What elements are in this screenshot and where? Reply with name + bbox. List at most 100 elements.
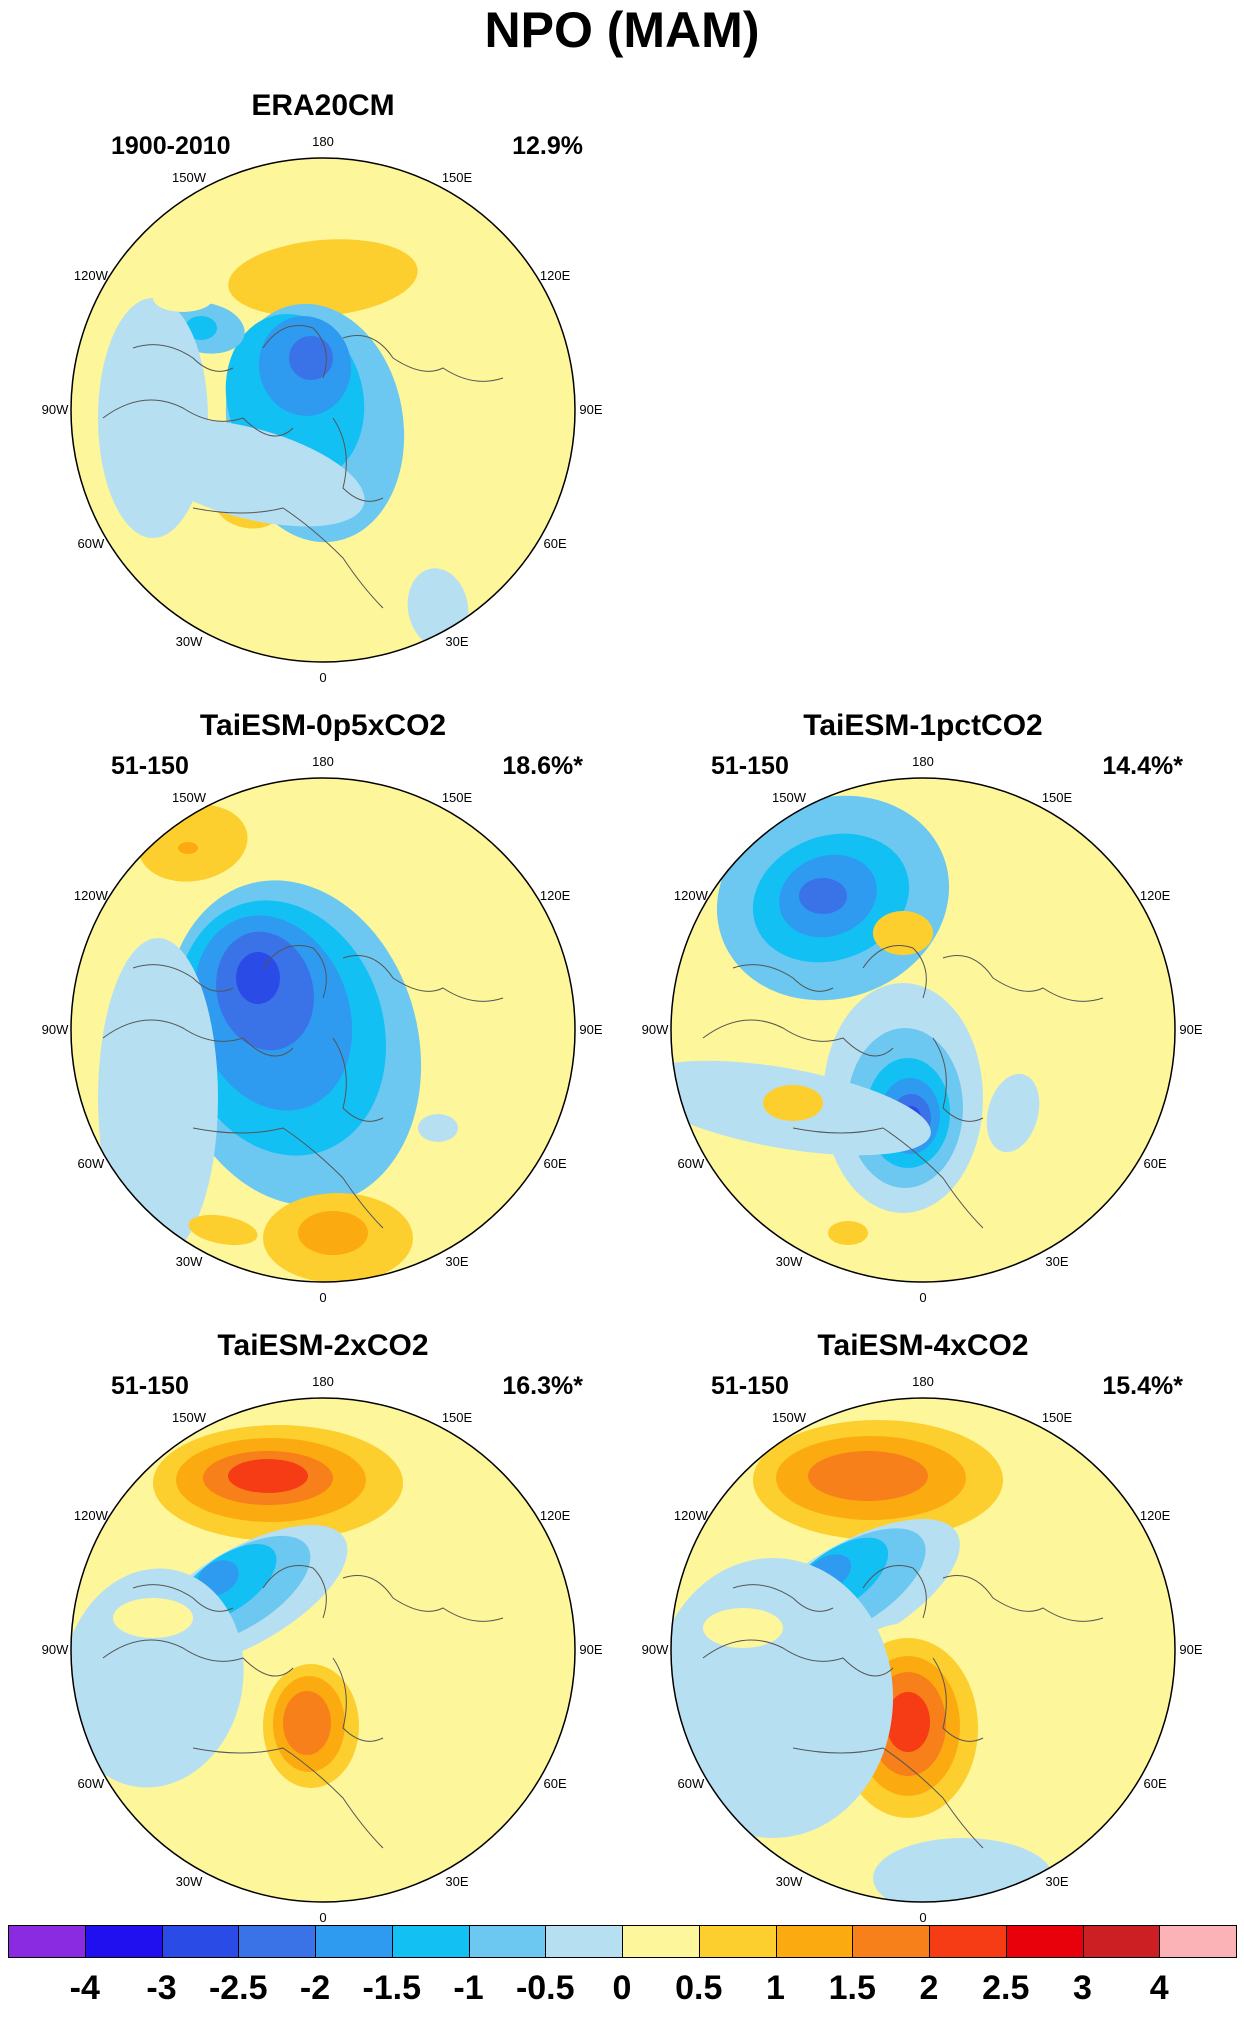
coastline [102, 399, 294, 437]
coastline [932, 1657, 984, 1742]
longitude-label: 150E [441, 789, 473, 805]
map-panel-2xco2: TaiESM-2xCO2 51-150 16.3%* 180 150E 120E 90… [42, 1328, 603, 1925]
longitude-label: 150E [441, 1409, 473, 1425]
polar-map [670, 1397, 1176, 1903]
coastline [102, 1019, 294, 1057]
period-label: 51-150 [711, 1372, 789, 1400]
coastline [132, 964, 234, 992]
colorbar-box [775, 1925, 854, 1958]
colorbar-box [468, 1925, 547, 1958]
coastline [732, 1584, 834, 1612]
longitude-label: 60W [677, 1156, 705, 1171]
colorbar-box [852, 1925, 930, 1958]
longitude-label: 120E [1139, 1508, 1171, 1523]
coastline [132, 344, 234, 372]
longitude-label: 30W [775, 1254, 803, 1270]
coastline [792, 1127, 984, 1229]
colorbar-box [161, 1925, 240, 1958]
variance-percent: 18.6%* [502, 752, 583, 780]
colorbar-tick-label: -2 [299, 1969, 331, 2007]
longitude-label: 30W [175, 634, 203, 650]
longitude-label: 90W [41, 1022, 69, 1037]
contour-region [799, 878, 847, 914]
contour-region [808, 1451, 928, 1501]
longitude-label: 90E [1179, 1022, 1203, 1037]
longitude-label: 120W [73, 888, 108, 903]
map-border [670, 1397, 1176, 1903]
coastline [342, 955, 504, 1002]
colorbar-tick-label: 3 [1073, 1969, 1092, 2007]
coastline [942, 955, 1104, 1002]
contour-region [283, 1691, 331, 1755]
map-border [70, 157, 576, 663]
contour-region [886, 1692, 930, 1752]
contour-region [71, 1568, 244, 1788]
contour-region [178, 842, 198, 854]
contour-region [236, 952, 280, 1004]
longitude-label: 0 [919, 1910, 927, 1925]
coastline [862, 1565, 927, 1619]
colorbar-box [8, 1925, 86, 1958]
map-panel-era20cm: ERA20CM 1900-2010 12.9% 180 150E 120E 90E 60… [42, 88, 603, 685]
colorbar-box [929, 1925, 1007, 1958]
colorbar-box [238, 1925, 316, 1958]
longitude-label: 180 [312, 1374, 334, 1389]
longitude-label: 120E [539, 888, 571, 903]
colorbar-tick-label: -1.5 [362, 1969, 422, 2007]
colorbar-tick-label: -3 [146, 1969, 177, 2007]
colorbar-box [698, 1925, 777, 1958]
contour-region [873, 911, 933, 955]
colorbar-tick-label: 0.5 [675, 1969, 723, 2007]
longitude-label: 90E [579, 1642, 603, 1657]
map-panel-0p5xco2: TaiESM-0p5xCO2 51-150 18.6%* 180 150E 120E… [41, 708, 603, 1305]
coastline [932, 1037, 984, 1122]
longitude-label: 120W [673, 1508, 708, 1523]
period-label: 51-150 [111, 1372, 189, 1400]
colorbar-tick-label: 1 [766, 1969, 785, 2007]
longitude-label: 60E [543, 1776, 567, 1791]
longitude-label: 60W [77, 1776, 105, 1791]
contour-region [298, 1211, 368, 1255]
map-border [70, 1397, 576, 1903]
contour-region [98, 938, 218, 1258]
colorbar-tick-label: 2 [919, 1969, 939, 2007]
polar-map [70, 777, 576, 1283]
contour-region [828, 1221, 868, 1245]
colorbar-tick-label: -2.5 [208, 1969, 268, 2007]
colorbar-box [391, 1925, 470, 1958]
panel-title: ERA20CM [251, 89, 395, 122]
longitude-label: 30E [445, 1874, 469, 1890]
colorbar-box [315, 1925, 393, 1958]
longitude-label: 30E [445, 634, 469, 650]
longitude-label: 180 [312, 754, 334, 769]
longitude-label: 120E [539, 1508, 571, 1523]
longitude-label: 60W [677, 1776, 705, 1791]
longitude-label: 60W [77, 1156, 105, 1171]
coastline [262, 325, 327, 379]
coastline [862, 945, 927, 999]
colorbar-box [1159, 1925, 1237, 1958]
variance-percent: 15.4%* [1102, 1372, 1183, 1400]
colorbar-box [622, 1925, 700, 1958]
colorbar-tick-label: 1.5 [828, 1969, 876, 2007]
longitude-label: 150E [1041, 1409, 1073, 1425]
longitude-label: 150W [172, 169, 206, 185]
coastline [732, 964, 834, 992]
longitude-label: 30W [775, 1874, 803, 1890]
map-panel-1pctco2: TaiESM-1pctCO2 51-150 14.4%* 180 150E 120E… [642, 708, 1203, 1305]
colorbar-box [1005, 1925, 1084, 1958]
longitude-label: 180 [312, 134, 334, 149]
longitude-label: 30E [445, 1254, 469, 1270]
panel-title: TaiESM-1pctCO2 [803, 709, 1043, 742]
colorbar-tick-label: 2.5 [982, 1969, 1030, 2007]
contour-region [98, 298, 208, 538]
longitude-label: 150W [172, 789, 206, 805]
contour-region [188, 1214, 258, 1246]
map-border [670, 777, 1176, 1283]
coastline [192, 1747, 384, 1849]
longitude-label: 90E [1179, 1642, 1203, 1657]
coastline [342, 1575, 504, 1622]
contour-region [228, 1459, 308, 1493]
panel-title: TaiESM-4xCO2 [817, 1329, 1029, 1362]
longitude-label: 30E [1045, 1874, 1069, 1890]
